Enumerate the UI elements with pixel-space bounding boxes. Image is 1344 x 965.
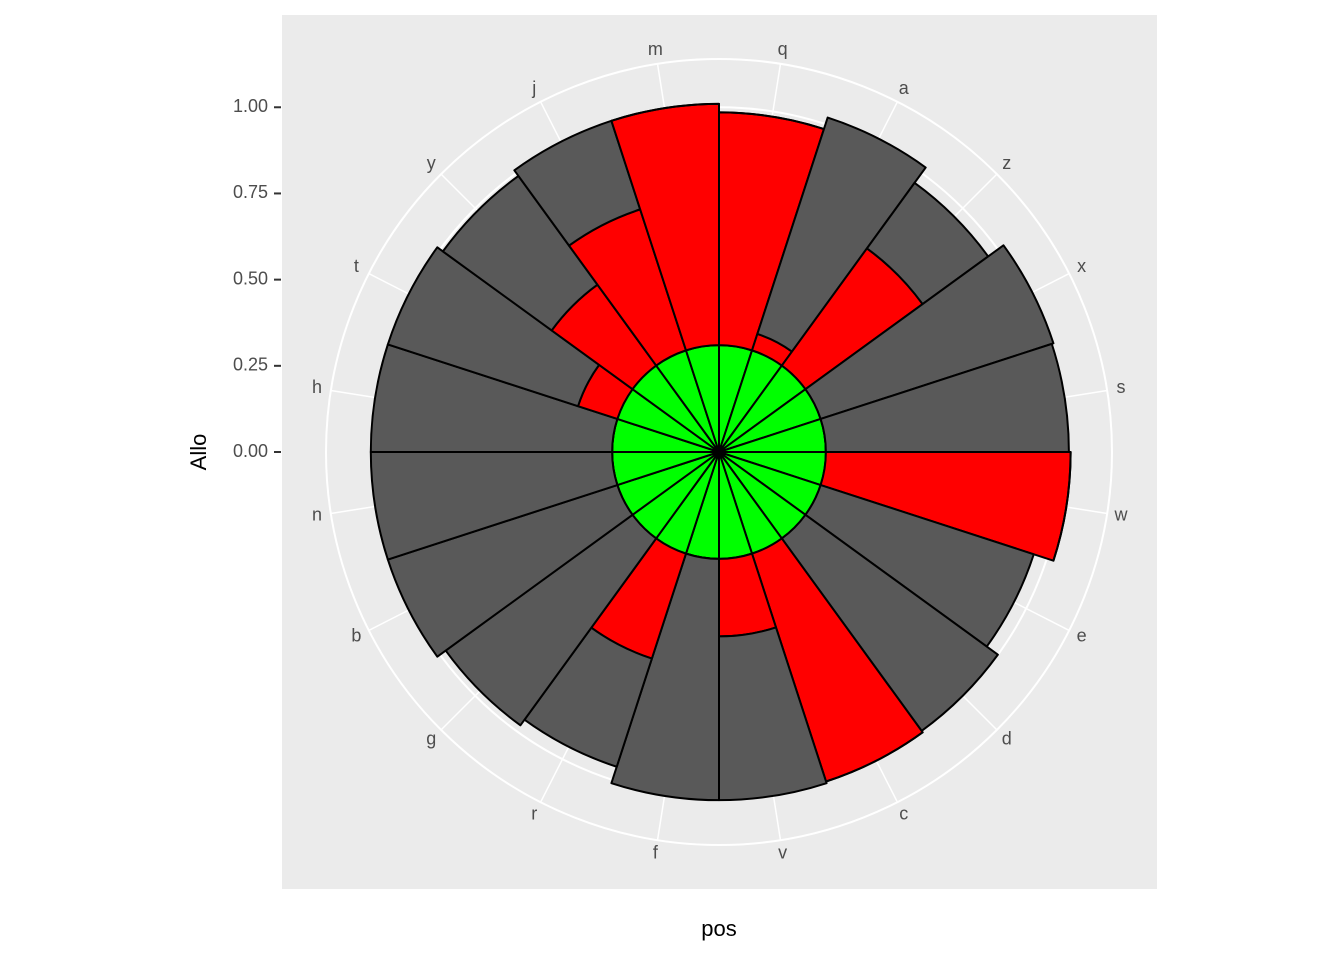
y-tick-label: 0.25	[233, 355, 268, 375]
x-tick-label: s	[1116, 377, 1125, 397]
bar-segment	[1052, 451, 1072, 562]
x-tick-label: b	[351, 626, 361, 646]
x-tick-label: g	[426, 729, 436, 749]
x-tick-label: v	[778, 843, 787, 863]
bar-segment	[386, 246, 601, 408]
bar-segment	[369, 343, 619, 453]
x-tick-label: z	[1002, 153, 1011, 173]
y-tick-label: 0.50	[233, 268, 268, 288]
x-tick-label: c	[899, 803, 908, 823]
y-tick-label: 0.00	[233, 441, 268, 461]
x-tick-label: w	[1113, 504, 1128, 524]
outer-grid-circle	[325, 58, 1113, 846]
bar-segment	[444, 513, 658, 727]
x-tick-label: f	[653, 843, 659, 863]
bar-segment	[819, 342, 1070, 453]
x-tick-label: r	[531, 803, 537, 823]
bar-segment	[610, 102, 720, 122]
x-tick-label: j	[531, 78, 536, 98]
x-tick-label: q	[778, 39, 788, 59]
x-tick-label: a	[899, 78, 910, 98]
bar-segment	[804, 244, 1055, 420]
bar-segment	[369, 451, 619, 561]
bar-segment	[780, 513, 999, 732]
bar-segment	[804, 484, 1035, 648]
x-tick-label: y	[427, 153, 436, 173]
y-tick-label: 0.75	[233, 182, 268, 202]
y-tick-label: 1.00	[233, 96, 268, 116]
bar-segment	[756, 116, 927, 353]
x-tick-label: x	[1077, 256, 1086, 276]
x-tick-label: d	[1002, 729, 1012, 749]
x-tick-label: m	[648, 39, 663, 59]
y-axis-title: Allo	[186, 434, 211, 471]
bar-segment	[610, 552, 720, 802]
x-tick-label: h	[312, 377, 322, 397]
x-tick-label: t	[354, 256, 359, 276]
x-tick-label: n	[312, 504, 322, 524]
x-axis-title: pos	[701, 916, 736, 941]
bar-segment	[386, 484, 634, 658]
x-tick-label: e	[1077, 626, 1087, 646]
